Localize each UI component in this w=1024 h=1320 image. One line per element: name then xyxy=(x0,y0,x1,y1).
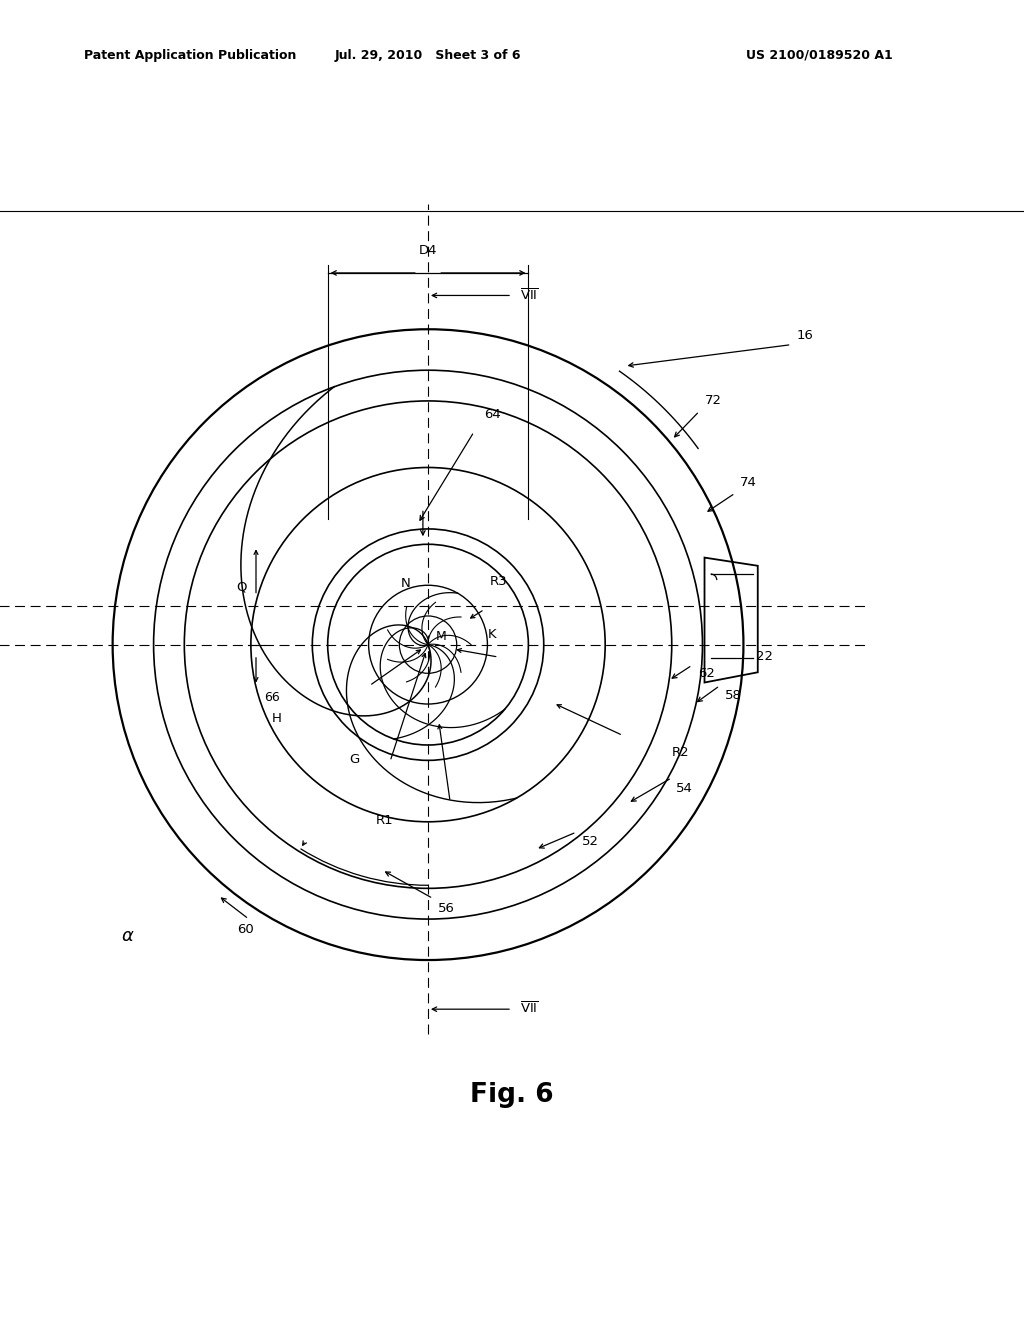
Text: Q: Q xyxy=(237,581,247,594)
Text: 64: 64 xyxy=(484,408,501,421)
Text: N: N xyxy=(400,577,411,590)
Text: K: K xyxy=(487,628,496,642)
Text: 16: 16 xyxy=(797,329,813,342)
Text: 72: 72 xyxy=(705,395,722,408)
Text: Patent Application Publication: Patent Application Publication xyxy=(84,49,296,62)
Text: Fig. 6: Fig. 6 xyxy=(470,1082,554,1109)
Text: US 2100/0189520 A1: US 2100/0189520 A1 xyxy=(745,49,893,62)
Text: 62: 62 xyxy=(698,667,715,680)
Text: 58: 58 xyxy=(725,689,741,702)
Text: H: H xyxy=(271,711,282,725)
Text: M: M xyxy=(436,630,446,643)
Text: $\overline{\rm VII}$: $\overline{\rm VII}$ xyxy=(520,288,539,304)
Text: $\alpha$: $\alpha$ xyxy=(121,928,135,945)
Text: R3: R3 xyxy=(489,574,507,587)
Text: 54: 54 xyxy=(676,781,692,795)
Text: 66: 66 xyxy=(264,692,280,705)
Text: 60: 60 xyxy=(238,923,254,936)
Text: $\overline{\rm VII}$: $\overline{\rm VII}$ xyxy=(520,1002,539,1016)
Text: G: G xyxy=(349,752,359,766)
Text: 52: 52 xyxy=(582,834,599,847)
Text: 74: 74 xyxy=(740,477,757,490)
Text: Jul. 29, 2010   Sheet 3 of 6: Jul. 29, 2010 Sheet 3 of 6 xyxy=(335,49,521,62)
Text: R2: R2 xyxy=(672,746,689,759)
Text: 56: 56 xyxy=(438,903,455,915)
Text: R1: R1 xyxy=(376,814,394,828)
Text: D4: D4 xyxy=(419,244,437,256)
Text: 22: 22 xyxy=(756,651,773,664)
